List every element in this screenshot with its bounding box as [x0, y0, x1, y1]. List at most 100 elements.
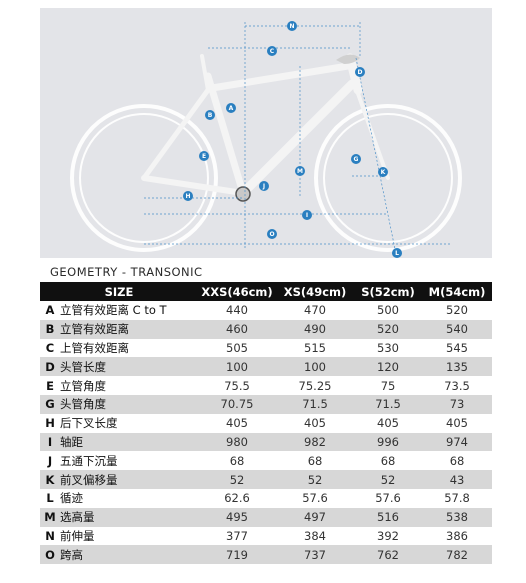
- row-value: 982: [276, 432, 355, 452]
- row-value: 57.8: [422, 488, 493, 508]
- row-value: 100: [276, 357, 355, 377]
- row-value: 70.75: [198, 394, 277, 414]
- table-row: L 循迹 62.6 57.6 57.6 57.8: [40, 488, 493, 508]
- row-value: 538: [422, 507, 493, 527]
- svg-text:A: A: [229, 105, 234, 112]
- row-value: 68: [422, 451, 493, 471]
- table-row: A 立管有效距离 C to T 440 470 500 520: [40, 301, 493, 320]
- column-header-xxs: XXS(46cm): [198, 282, 277, 301]
- row-value: 68: [276, 451, 355, 471]
- row-name: 立管有效距离 C to T: [60, 301, 199, 320]
- row-value: 996: [354, 432, 423, 452]
- row-value: 71.5: [354, 394, 423, 414]
- row-code: N: [40, 526, 60, 546]
- row-code: C: [40, 338, 60, 358]
- column-header-xs: XS(49cm): [276, 282, 355, 301]
- row-value: 120: [354, 357, 423, 377]
- svg-text:C: C: [270, 48, 275, 55]
- row-value: 405: [276, 413, 355, 433]
- svg-text:E: E: [202, 153, 206, 160]
- row-value: 980: [198, 432, 277, 452]
- row-value: 405: [422, 413, 493, 433]
- table-row: M 选高量 495 497 516 538: [40, 507, 493, 527]
- svg-text:I: I: [306, 212, 308, 219]
- row-value: 73.5: [422, 376, 493, 395]
- table-row: O 跨高 719 737 762 782: [40, 545, 493, 565]
- row-value: 530: [354, 338, 423, 358]
- table-row: I 轴距 980 982 996 974: [40, 432, 493, 452]
- row-name: 轴距: [60, 432, 199, 452]
- row-code: K: [40, 470, 60, 489]
- marker-c: C: [267, 46, 277, 56]
- table-row: J 五通下沉量 68 68 68 68: [40, 451, 493, 471]
- row-name: 上管有效距离: [60, 338, 199, 358]
- diagram-markers: A B C D E G H J K L M N O I: [183, 21, 402, 258]
- row-value: 737: [276, 545, 355, 565]
- row-code: D: [40, 357, 60, 377]
- row-value: 495: [198, 507, 277, 527]
- bike-geometry-diagram: A B C D E G H J K L M N O I: [40, 8, 492, 258]
- row-name: 五通下沉量: [60, 451, 199, 471]
- front-wheel: [314, 104, 462, 252]
- row-value: 545: [422, 338, 493, 358]
- row-code: A: [40, 301, 60, 320]
- row-name: 选高量: [60, 507, 199, 527]
- geometry-title: GEOMETRY - TRANSONIC: [50, 265, 203, 279]
- handlebar-stem: [336, 54, 360, 64]
- svg-text:O: O: [269, 231, 274, 238]
- row-value: 505: [198, 338, 277, 358]
- row-value: 75.5: [198, 376, 277, 395]
- marker-b: B: [205, 110, 215, 120]
- row-value: 500: [354, 301, 423, 320]
- bike-geometry-svg: A B C D E G H J K L M N O I: [70, 21, 462, 258]
- rear-wheel: [70, 104, 218, 252]
- row-value: 540: [422, 319, 493, 339]
- svg-text:J: J: [262, 183, 265, 190]
- row-name: 立管有效距离: [60, 319, 199, 339]
- dimension-lines: [144, 22, 450, 255]
- marker-i: I: [302, 210, 312, 220]
- svg-text:D: D: [358, 69, 363, 76]
- row-value: 392: [354, 526, 423, 546]
- table-row: D 头管长度 100 100 120 135: [40, 357, 493, 377]
- column-header-size: SIZE: [40, 282, 199, 301]
- row-value: 974: [422, 432, 493, 452]
- marker-o: O: [267, 229, 277, 239]
- row-value: 470: [276, 301, 355, 320]
- row-value: 73: [422, 394, 493, 414]
- row-code: J: [40, 451, 60, 471]
- marker-k: K: [378, 167, 388, 177]
- marker-d: D: [355, 67, 365, 77]
- column-header-m: M(54cm): [422, 282, 493, 301]
- svg-text:B: B: [208, 112, 213, 119]
- marker-m: M: [295, 166, 305, 176]
- bottom-bracket: [235, 186, 251, 202]
- marker-g: G: [351, 154, 361, 164]
- row-value: 440: [198, 301, 277, 320]
- row-code: B: [40, 319, 60, 339]
- row-value: 384: [276, 526, 355, 546]
- svg-text:G: G: [354, 156, 359, 163]
- row-value: 71.5: [276, 394, 355, 414]
- row-value: 782: [422, 545, 493, 565]
- row-value: 68: [354, 451, 423, 471]
- marker-h: H: [183, 191, 193, 201]
- row-value: 515: [276, 338, 355, 358]
- marker-e: E: [199, 151, 209, 161]
- row-name: 头管长度: [60, 357, 199, 377]
- row-value: 405: [354, 413, 423, 433]
- row-value: 52: [354, 470, 423, 489]
- marker-l: L: [392, 248, 402, 258]
- row-value: 497: [276, 507, 355, 527]
- row-value: 75.25: [276, 376, 355, 395]
- table-header-row: SIZE XXS(46cm) XS(49cm) S(52cm) M(54cm): [40, 282, 493, 301]
- row-value: 490: [276, 319, 355, 339]
- row-code: G: [40, 394, 60, 414]
- svg-text:K: K: [381, 169, 386, 176]
- svg-text:H: H: [185, 193, 190, 200]
- table-row: G 头管角度 70.75 71.5 71.5 73: [40, 394, 493, 414]
- row-value: 100: [198, 357, 277, 377]
- row-value: 719: [198, 545, 277, 565]
- row-name: 后下叉长度: [60, 413, 199, 433]
- marker-j: J: [259, 181, 269, 191]
